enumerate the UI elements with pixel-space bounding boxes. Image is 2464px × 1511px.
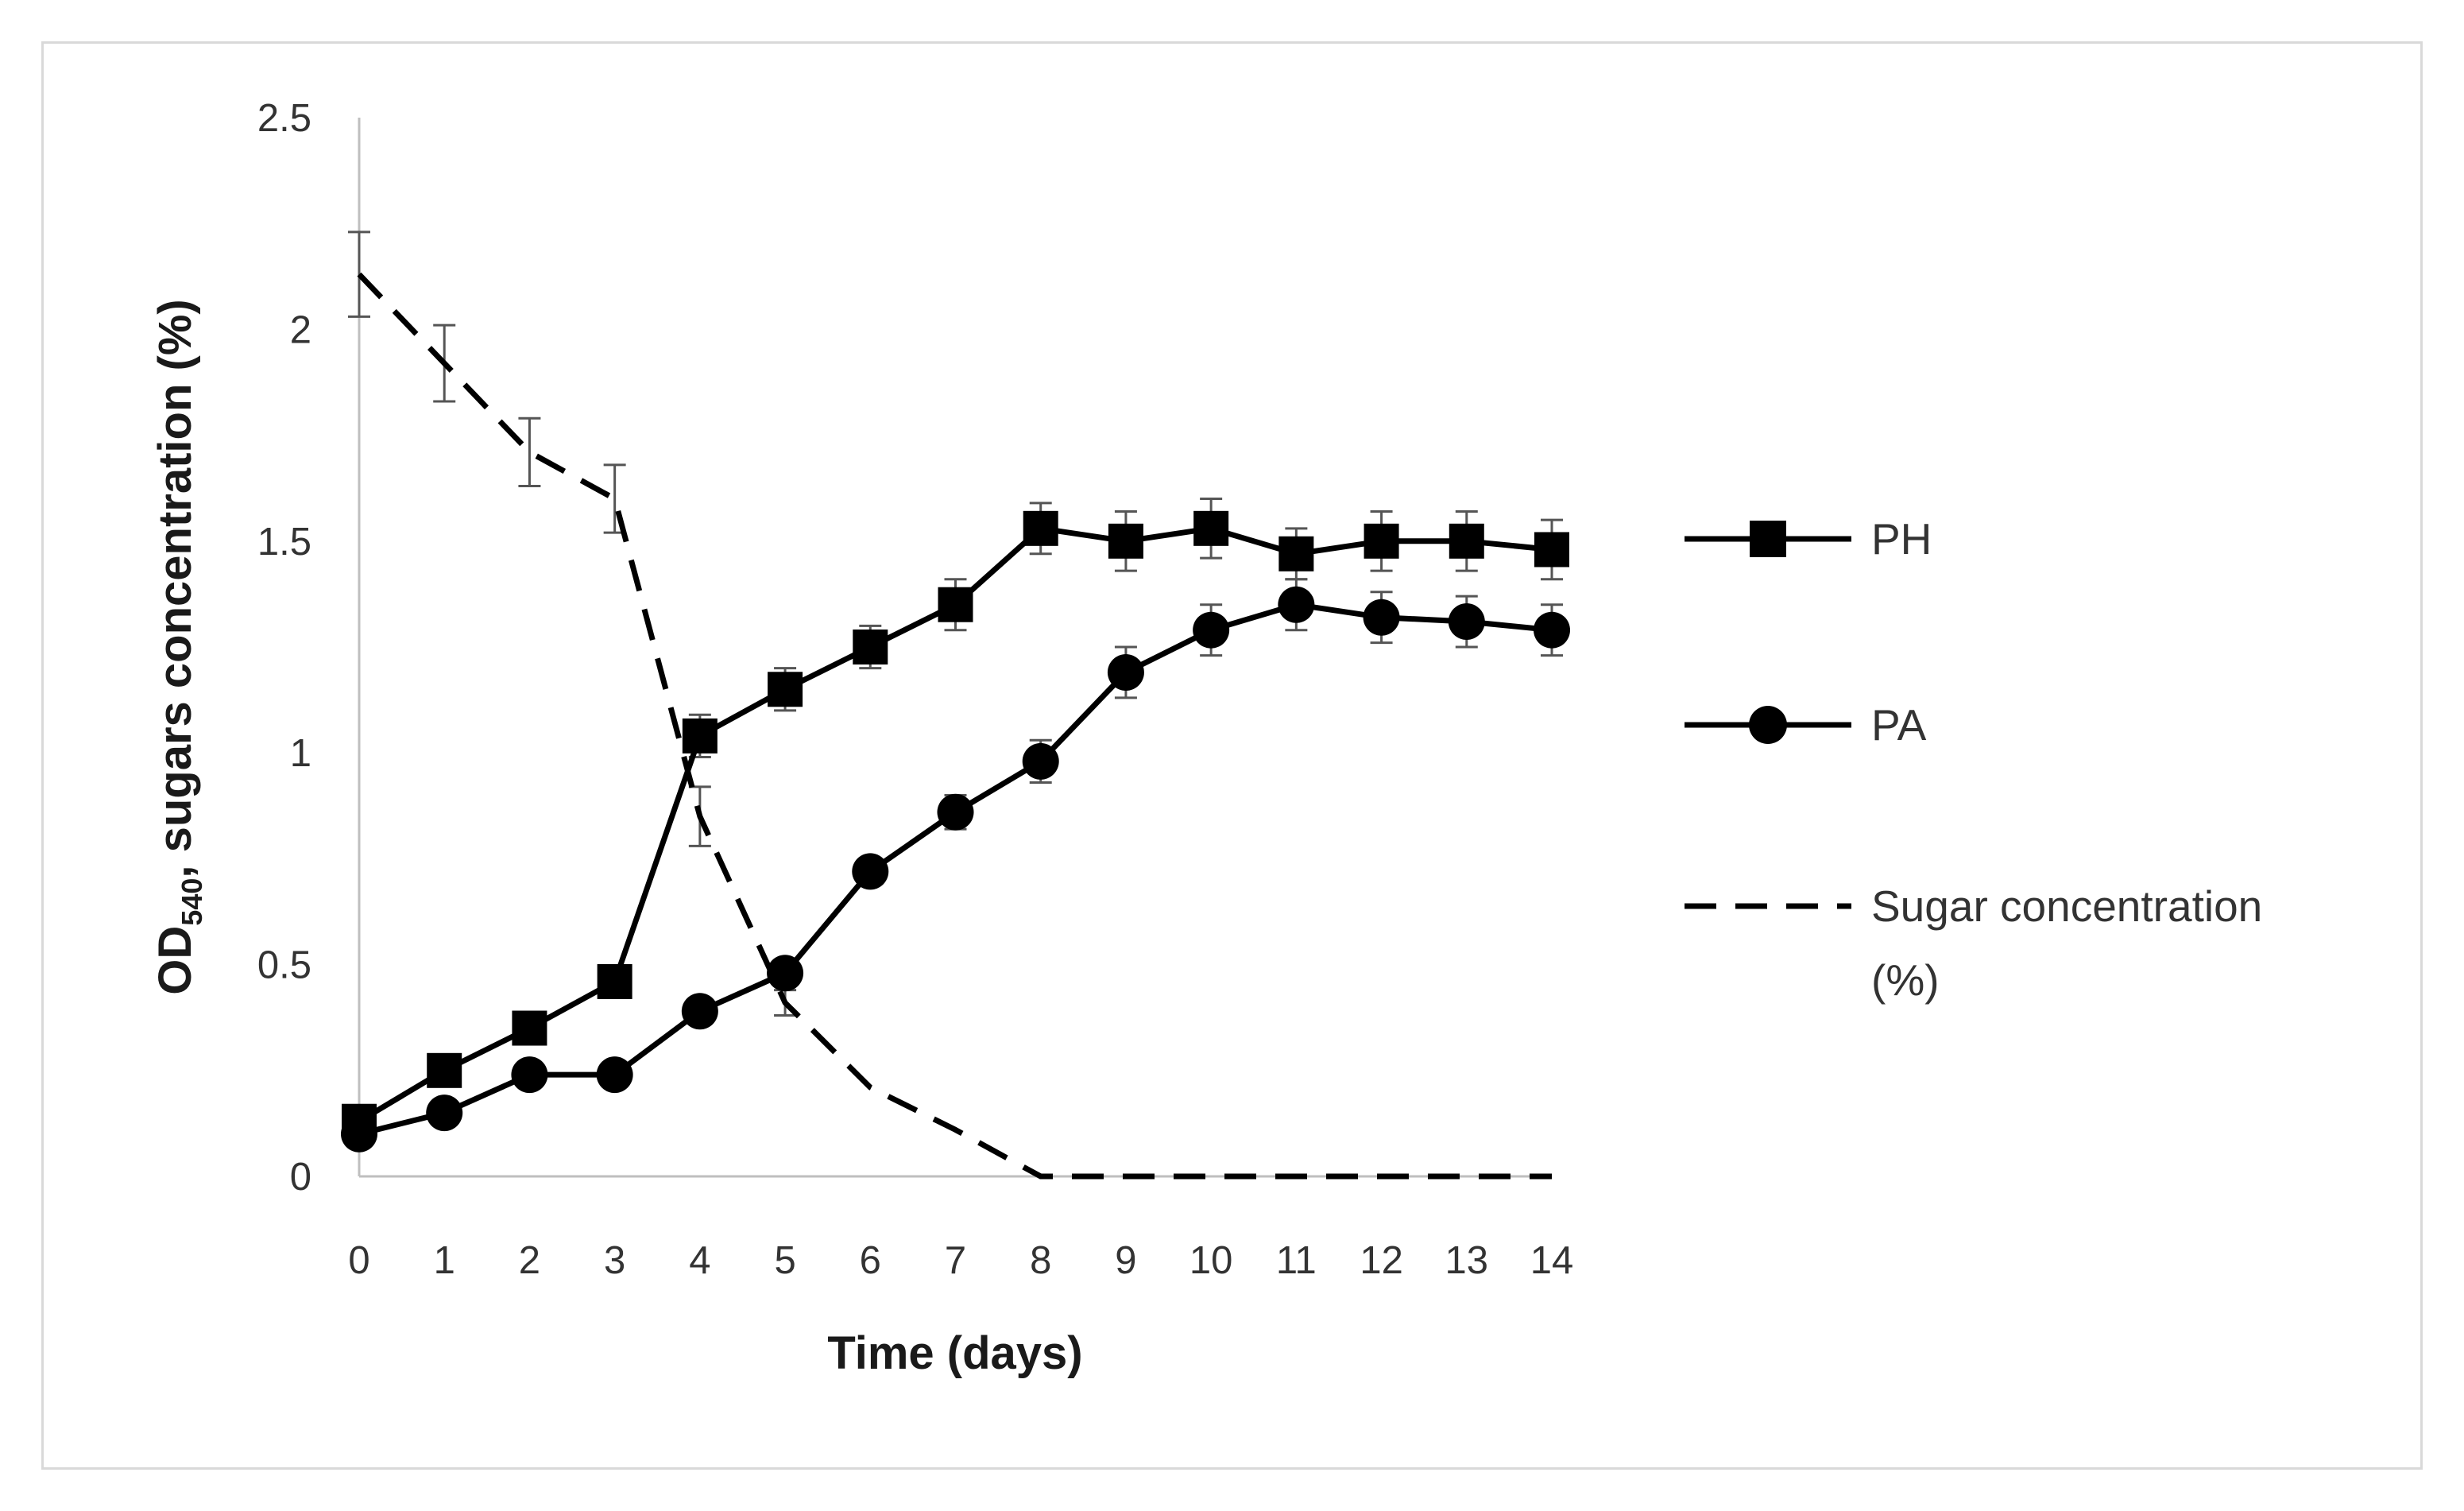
legend-label-ph: PH — [1871, 514, 1932, 564]
data-point-square — [768, 672, 803, 707]
x-tick-label: 8 — [1030, 1239, 1051, 1282]
x-axis-title: Time (days) — [827, 1327, 1082, 1379]
y-tick-label: 2.5 — [257, 97, 311, 140]
data-point-circle — [852, 853, 889, 890]
y-tick-label: 2 — [290, 308, 311, 351]
data-point-square — [597, 963, 632, 999]
legend-item-pa: PA — [1685, 700, 1927, 750]
data-point-circle — [1363, 599, 1400, 636]
data-point-square — [682, 718, 718, 754]
data-point-square — [427, 1052, 462, 1088]
data-point-circle — [1107, 653, 1144, 691]
series-line — [358, 602, 1553, 1137]
x-tick-label: 1 — [434, 1239, 455, 1282]
chart-frame — [41, 41, 2423, 1470]
x-tick-label: 0 — [348, 1239, 369, 1282]
x-tick-label: 6 — [860, 1239, 881, 1282]
data-point-circle — [767, 955, 804, 992]
data-point-circle — [937, 793, 974, 831]
data-point-square — [1364, 523, 1399, 559]
x-tick-label: 11 — [1276, 1239, 1317, 1282]
x-tick-label: 9 — [1115, 1239, 1136, 1282]
x-tick-label: 7 — [945, 1239, 966, 1282]
y-axis-title: OD540, sugars concentration (%) — [149, 299, 208, 994]
x-tick-labels: 0 1 2 3 4 5 6 7 8 9 10 11 12 13 14 — [348, 1239, 1573, 1282]
data-point-square — [853, 630, 888, 664]
data-point-square — [1449, 523, 1484, 559]
legend: PH PA Sugar concentration (%) — [1685, 514, 2262, 1005]
series-2 — [348, 231, 1552, 1180]
legend-label-sugar-line1: Sugar concentration — [1871, 881, 2262, 931]
y-tick-label: 0.5 — [257, 944, 311, 987]
x-tick-label: 10 — [1189, 1239, 1233, 1282]
data-point-square — [1023, 510, 1058, 546]
y-axis-title-rest: , sugars concentration (%) — [149, 299, 201, 878]
data-point-circle — [511, 1056, 548, 1094]
legend-marker-pa — [1749, 706, 1787, 744]
data-point-circle — [341, 1115, 377, 1153]
legend-item-sugar: Sugar concentration (%) — [1685, 881, 2262, 1005]
y-axis-title-main: OD — [149, 926, 201, 995]
data-point-circle — [681, 993, 718, 1030]
data-point-circle — [1022, 742, 1059, 780]
legend-label-pa: PA — [1871, 700, 1927, 750]
data-point-circle — [596, 1056, 633, 1094]
x-tick-label: 2 — [519, 1239, 540, 1282]
data-point-square — [512, 1010, 547, 1046]
y-axis-title-subscript: 540 — [176, 878, 208, 926]
data-point-circle — [426, 1095, 463, 1132]
data-point-square — [1534, 532, 1569, 568]
x-tick-label: 5 — [774, 1239, 795, 1282]
x-tick-label: 12 — [1360, 1239, 1403, 1282]
x-tick-label: 13 — [1445, 1239, 1489, 1282]
y-tick-label: 1 — [290, 732, 311, 775]
series-1 — [341, 578, 1570, 1153]
legend-label-sugar-line2: (%) — [1871, 955, 1940, 1005]
legend-item-ph: PH — [1685, 514, 1932, 564]
data-point-square — [1278, 536, 1314, 571]
data-point-circle — [1448, 603, 1485, 641]
x-tick-label: 3 — [604, 1239, 625, 1282]
error-bar — [518, 416, 541, 488]
series-0 — [342, 498, 1569, 1139]
series-line — [357, 272, 1552, 1180]
data-point-circle — [1534, 611, 1570, 649]
data-point-square — [1108, 523, 1143, 559]
data-point-circle — [1278, 586, 1315, 623]
y-tick-label: 1.5 — [257, 521, 311, 564]
data-point-circle — [1193, 611, 1230, 649]
data-point-square — [1193, 510, 1229, 546]
legend-marker-ph — [1750, 521, 1786, 557]
y-tick-label: 0 — [290, 1156, 311, 1199]
x-tick-label: 4 — [689, 1239, 710, 1282]
data-point-square — [938, 587, 973, 622]
x-tick-label: 14 — [1530, 1239, 1574, 1282]
plot-area — [341, 231, 1570, 1180]
y-tick-labels: 0 0.5 1 1.5 2 2.5 — [257, 97, 311, 1199]
